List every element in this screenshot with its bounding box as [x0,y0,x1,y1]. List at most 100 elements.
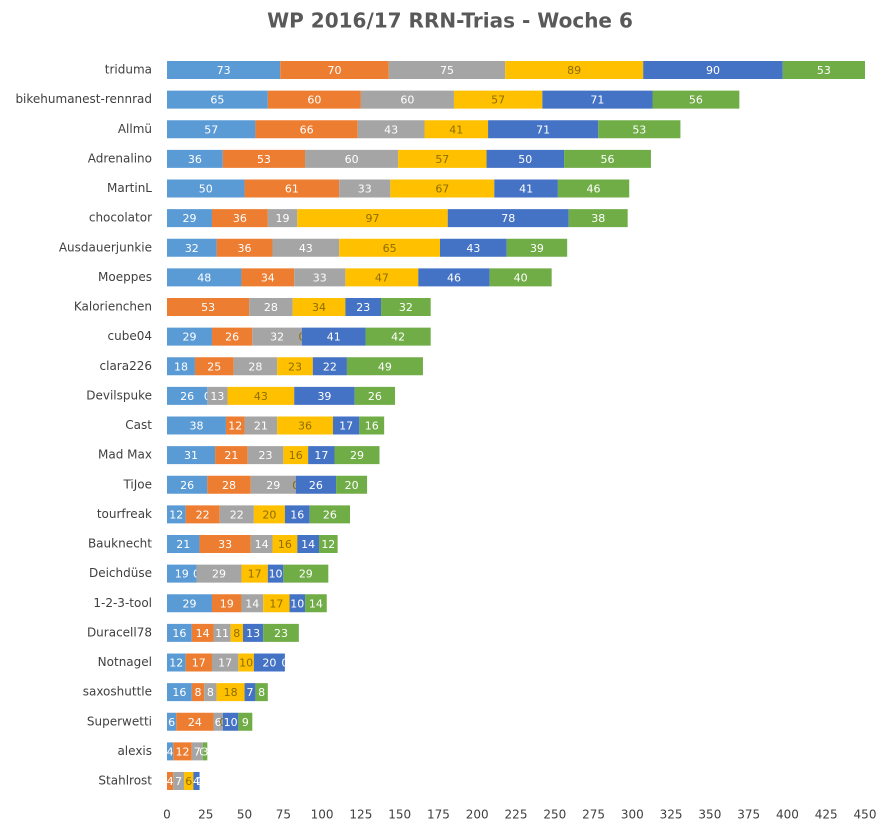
value-label: 65 [383,242,397,255]
y-tick-label: Adrenalino [88,151,152,165]
value-label: 8 [207,686,214,699]
bar-segment [216,683,245,702]
x-tick-label: 225 [505,808,528,822]
value-label: 61 [285,183,299,196]
value-label: 26 [309,479,323,492]
y-tick-label: Moeppes [98,270,152,284]
value-label: 32 [270,331,284,344]
bar-segment [238,653,254,672]
value-label: 13 [246,627,260,640]
value-label: 23 [356,301,370,314]
value-label: 50 [518,153,532,166]
value-label: 33 [218,538,232,551]
bar-segment [447,209,569,228]
value-label: 0 [196,775,203,788]
x-tick-label: 300 [621,808,644,822]
bar-segment [211,327,253,346]
bar-segment [360,90,454,109]
bar-segment [506,238,568,257]
bar-segment [227,386,295,405]
bar-segment [219,505,254,524]
value-label: 17 [218,657,232,670]
bar-segment [424,120,489,139]
value-label: 38 [189,420,203,433]
value-label: 43 [299,242,313,255]
bar-segment [167,61,281,79]
bar-segment [339,238,440,257]
value-label: 6 [215,716,222,729]
bar-segment [191,623,214,642]
bar-segment [253,505,285,524]
bar-segment [204,683,217,702]
bar-segment [191,683,205,702]
value-label: 36 [188,153,202,166]
value-label: 89 [567,64,581,77]
value-label: 53 [817,64,831,77]
bar-segment [381,298,431,316]
bar-segment [167,120,256,139]
value-label: 4 [193,775,200,788]
value-label: 7 [175,775,182,788]
value-label: 21 [224,449,238,462]
bar-segment [564,149,651,168]
y-tick-label: TiJoe [122,477,152,491]
bar-segment [199,535,251,553]
y-tick-label: cube04 [108,329,152,343]
bar-segment [249,298,293,316]
bar-segment [283,564,329,583]
value-label: 23 [274,627,288,640]
value-label: 57 [491,94,505,107]
bar-segment [167,742,174,761]
value-label: 10 [224,716,238,729]
bar-segment [297,535,320,553]
x-tick-label: 450 [854,808,877,822]
y-tick-label: Duracell78 [87,625,152,639]
bar-segment [185,505,220,524]
value-label: 23 [258,449,272,462]
value-label: 41 [449,123,463,136]
value-label: 66 [300,123,314,136]
y-tick-label: triduma [105,63,152,77]
bar-segment [782,61,865,79]
bar-segment [388,61,506,79]
bar-segment [167,623,192,642]
bar-segment [263,623,299,642]
bar-segment [241,594,264,613]
value-label: 11 [215,627,229,640]
y-tick-label: 1-2-3-tool [93,596,152,610]
value-label: 90 [706,64,720,77]
value-label: 26 [180,479,194,492]
value-label: 4 [167,745,174,758]
value-label: 43 [254,390,268,403]
y-tick-label: alexis [117,744,152,758]
bar-segment [255,683,268,702]
value-label: 19 [175,568,189,581]
value-label: 26 [323,508,337,521]
value-label: 12 [169,657,183,670]
bar-segment [486,149,565,168]
bar-segment [301,327,366,346]
bar-segment [284,505,310,524]
bar-segment [253,653,285,672]
x-tick-label: 400 [776,808,799,822]
value-label: 16 [290,508,304,521]
value-label: 14 [196,627,210,640]
bar-segment [167,772,174,790]
value-label: 25 [207,360,221,373]
value-label: 42 [391,331,405,344]
bar-segment [280,61,389,79]
bar-segment [643,61,783,79]
value-label: 34 [261,271,275,284]
value-label: 47 [375,271,389,284]
value-label: 48 [197,271,211,284]
bar-segment [233,357,278,376]
bar-segment [184,772,194,790]
value-label: 14 [245,597,259,610]
x-tick-label: 425 [815,808,838,822]
value-label: 16 [365,420,379,433]
bar-segment [398,149,487,168]
value-label: 20 [262,508,276,521]
value-label: 29 [182,212,196,225]
bar-segment [598,120,681,139]
bar-segment [241,268,295,287]
